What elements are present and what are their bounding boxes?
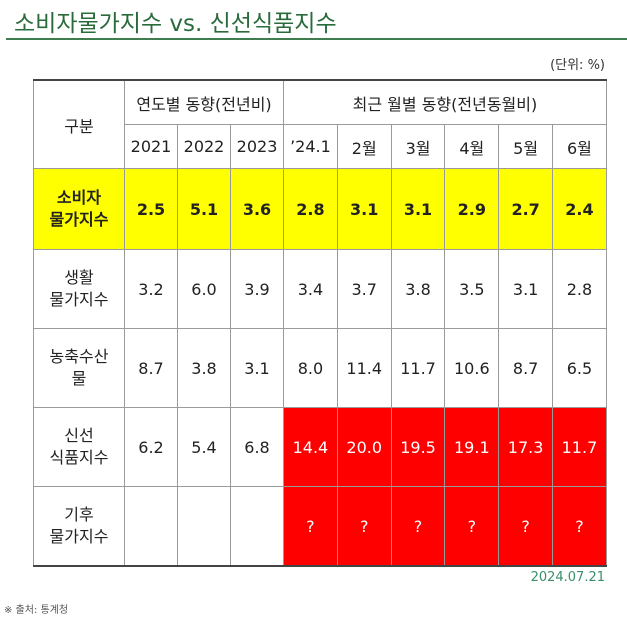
- column-header: 2월: [336, 124, 392, 169]
- date-label: 2024.07.21: [530, 570, 605, 585]
- table-cell: 11.7: [552, 407, 607, 487]
- table-cell: 11.7: [390, 328, 446, 408]
- row-label: 기후 물가지수: [33, 486, 125, 567]
- row-label: 소비자 물가지수: [33, 168, 125, 250]
- table-row-agri: 농축수산 물 8.7 3.8 3.1 8.0 11.4 11.7 10.6 8.7…: [33, 328, 607, 408]
- table-cell: 2.7: [498, 168, 554, 250]
- table-cell: 3.9: [229, 249, 285, 329]
- table-cell: 2.9: [444, 168, 500, 250]
- table-cell: 19.1: [444, 407, 500, 487]
- table-cell: 14.4: [283, 407, 338, 487]
- index-comparison-table: 구분 연도별 동향(전년비) 최근 월별 동향(전년동월비) 2021 2022…: [33, 79, 607, 567]
- table-cell: 11.4: [336, 328, 392, 408]
- column-header: 2021: [124, 124, 178, 169]
- title-underline: [6, 38, 627, 40]
- column-header: 3월: [390, 124, 446, 169]
- table-cell: 3.8: [390, 249, 446, 329]
- table-cell: 6.8: [229, 407, 285, 487]
- table-cell: 2.8: [552, 249, 607, 329]
- table-cell: 17.3: [498, 407, 554, 487]
- table-cell: 6.5: [552, 328, 607, 408]
- table-cell: 5.1: [177, 168, 231, 250]
- table-cell: 3.8: [177, 328, 231, 408]
- table-cell: 10.6: [444, 328, 500, 408]
- table-cell: 19.5: [390, 407, 446, 487]
- table-cell: 5.4: [177, 407, 231, 487]
- table-cell: ?: [283, 486, 338, 567]
- table-row-cpi: 소비자 물가지수 2.5 5.1 3.6 2.8 3.1 3.1 2.9 2.7 …: [33, 168, 607, 250]
- table-cell: [229, 486, 285, 567]
- table-cell: ?: [390, 486, 446, 567]
- table-cell: ?: [444, 486, 500, 567]
- table-cell: 3.1: [336, 168, 392, 250]
- header-monthly-group: 최근 월별 동향(전년동월비): [283, 79, 607, 125]
- row-label: 농축수산 물: [33, 328, 125, 408]
- table-row-climate: 기후 물가지수 ? ? ? ? ? ?: [33, 486, 607, 567]
- table-cell: 3.1: [229, 328, 285, 408]
- column-header: 6월: [552, 124, 607, 169]
- table-cell: 3.4: [283, 249, 338, 329]
- table-cell: 8.7: [498, 328, 554, 408]
- table-cell: [124, 486, 178, 567]
- table-cell: 2.5: [124, 168, 178, 250]
- column-header: 5월: [498, 124, 554, 169]
- row-label: 생활 물가지수: [33, 249, 125, 329]
- table-cell: 3.2: [124, 249, 178, 329]
- table-cell: 20.0: [336, 407, 392, 487]
- table-cell: 6.2: [124, 407, 178, 487]
- table-cell: 2.8: [283, 168, 338, 250]
- table-cell: ?: [336, 486, 392, 567]
- table-cell: 6.0: [177, 249, 231, 329]
- table-cell: 3.6: [229, 168, 285, 250]
- table-cell: 8.0: [283, 328, 338, 408]
- table-cell: 2.4: [552, 168, 607, 250]
- column-header: 2022: [177, 124, 231, 169]
- table-cell: [177, 486, 231, 567]
- table-row-living: 생활 물가지수 3.2 6.0 3.9 3.4 3.7 3.8 3.5 3.1 2…: [33, 249, 607, 329]
- column-header: 2023: [229, 124, 285, 169]
- header-annual-group: 연도별 동향(전년비): [123, 79, 285, 125]
- row-label: 신선 식품지수: [33, 407, 125, 487]
- table-cell: 3.7: [336, 249, 392, 329]
- column-header: 4월: [444, 124, 500, 169]
- table-row-fresh: 신선 식품지수 6.2 5.4 6.8 14.4 20.0 19.5 19.1 1…: [33, 407, 607, 487]
- table-cell: 3.1: [498, 249, 554, 329]
- table-cell: 3.1: [390, 168, 446, 250]
- table-cell: 3.5: [444, 249, 500, 329]
- column-header: ’24.1: [283, 124, 338, 169]
- table-cell: ?: [498, 486, 554, 567]
- source-note: ※ 출처: 통계청: [4, 605, 69, 616]
- header-category: 구분: [33, 79, 125, 169]
- table-cell: ?: [552, 486, 607, 567]
- table-cell: 8.7: [124, 328, 178, 408]
- page-title: 소비자물가지수 vs. 신선식품지수: [14, 11, 337, 37]
- unit-label: (단위: %): [550, 58, 605, 73]
